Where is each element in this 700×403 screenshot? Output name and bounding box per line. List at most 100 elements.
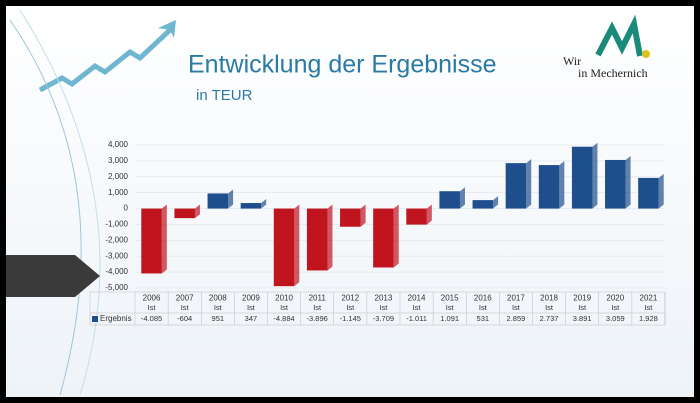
bar	[240, 203, 262, 209]
y-tick-label: -1,000	[105, 220, 128, 229]
chart-title: Entwicklung der Ergebnisse	[188, 51, 497, 79]
bar-side	[228, 189, 234, 209]
bar	[207, 193, 229, 209]
x-tick-sublabel: Ist	[280, 303, 289, 312]
y-tick-label: -5,000	[105, 283, 128, 292]
value-label: 951	[212, 314, 225, 323]
value-label: 1.928	[639, 314, 658, 323]
bar-side	[261, 199, 267, 209]
y-tick-label: -4,000	[105, 267, 128, 276]
bar-side	[559, 161, 565, 209]
x-tick-label: 2006	[143, 294, 161, 303]
x-tick-label: 2021	[640, 294, 658, 303]
x-tick-sublabel: Ist	[578, 303, 587, 312]
bar-side	[625, 155, 631, 209]
value-label: -4.884	[273, 314, 294, 323]
bar-side	[194, 204, 200, 219]
bar	[538, 165, 560, 209]
x-tick-label: 2016	[474, 294, 492, 303]
side-tab	[6, 255, 100, 297]
bar	[472, 200, 494, 209]
bar-side	[459, 187, 465, 209]
value-label: 2.737	[540, 314, 559, 323]
x-tick-sublabel: Ist	[247, 303, 256, 312]
y-tick-label: 0	[124, 204, 129, 213]
bar	[638, 177, 659, 209]
x-tick-label: 2013	[375, 294, 393, 303]
value-label: -4.085	[141, 314, 162, 323]
logo-mark	[595, 14, 643, 57]
x-tick-label: 2007	[176, 294, 194, 303]
bar	[571, 146, 593, 209]
x-tick-sublabel: Ist	[379, 303, 388, 312]
x-tick-label: 2011	[309, 294, 327, 303]
bar	[439, 191, 460, 209]
x-tick-sublabel: Ist	[181, 303, 190, 312]
value-label: 3.059	[606, 314, 625, 323]
x-tick-sublabel: Ist	[479, 303, 488, 312]
value-label: 1.091	[440, 314, 459, 323]
x-tick-label: 2018	[540, 294, 558, 303]
bar	[406, 208, 427, 225]
y-tick-label: 3,000	[108, 156, 129, 165]
bar-side	[592, 142, 598, 209]
x-tick-sublabel: Ist	[214, 303, 223, 312]
bar	[605, 159, 626, 209]
x-tick-sublabel: Ist	[148, 303, 157, 312]
bar	[174, 208, 195, 219]
bar	[373, 208, 394, 268]
x-tick-sublabel: Ist	[545, 303, 554, 312]
bar-side	[360, 204, 366, 227]
logo-text: in Mechernich	[578, 66, 648, 80]
value-label: -604	[177, 314, 192, 323]
value-label: 2.859	[507, 314, 526, 323]
x-tick-label: 2017	[507, 294, 525, 303]
x-tick-label: 2012	[341, 294, 359, 303]
x-tick-sublabel: Ist	[313, 303, 322, 312]
x-tick-label: 2020	[606, 294, 624, 303]
value-label: -3.709	[373, 314, 394, 323]
swoosh	[19, 9, 101, 396]
value-label: 531	[477, 314, 490, 323]
x-tick-sublabel: Ist	[611, 303, 620, 312]
trend-arrow	[38, 28, 172, 93]
x-tick-sublabel: Ist	[446, 303, 455, 312]
y-tick-label: -3,000	[105, 251, 128, 260]
x-tick-label: 2015	[441, 294, 459, 303]
bar	[141, 208, 162, 274]
bar-side	[493, 196, 499, 209]
legend-label: Ergebnis	[100, 314, 132, 323]
bar-side	[426, 204, 432, 225]
y-tick-label: 4,000	[108, 140, 129, 149]
value-label: 3.891	[573, 314, 592, 323]
y-tick-label: 2,000	[108, 172, 129, 181]
x-tick-label: 2009	[242, 294, 260, 303]
x-tick-sublabel: Ist	[644, 303, 653, 312]
bar	[340, 208, 361, 227]
x-tick-sublabel: Ist	[413, 303, 422, 312]
logo-dot	[642, 50, 650, 58]
bar	[273, 208, 295, 287]
bar-side	[526, 159, 532, 209]
bar-side	[327, 204, 333, 271]
y-tick-label: 1,000	[108, 188, 129, 197]
bar	[505, 163, 527, 209]
x-tick-label: 2014	[408, 294, 426, 303]
value-label: -3.896	[307, 314, 328, 323]
bar-side	[658, 173, 664, 209]
legend-swatch	[92, 316, 98, 322]
logo-text: Wir	[563, 54, 581, 68]
trend-arrow-head	[158, 20, 176, 38]
bar	[306, 208, 328, 271]
chart-subtitle: in TEUR	[196, 87, 253, 104]
bar-side	[161, 204, 167, 274]
x-tick-label: 2010	[275, 294, 293, 303]
x-tick-sublabel: Ist	[346, 303, 355, 312]
value-label: 347	[245, 314, 258, 323]
bar-side	[294, 204, 300, 287]
swoosh	[9, 19, 82, 396]
x-tick-label: 2019	[573, 294, 591, 303]
value-label: -1.011	[406, 314, 427, 323]
x-tick-label: 2008	[209, 294, 227, 303]
